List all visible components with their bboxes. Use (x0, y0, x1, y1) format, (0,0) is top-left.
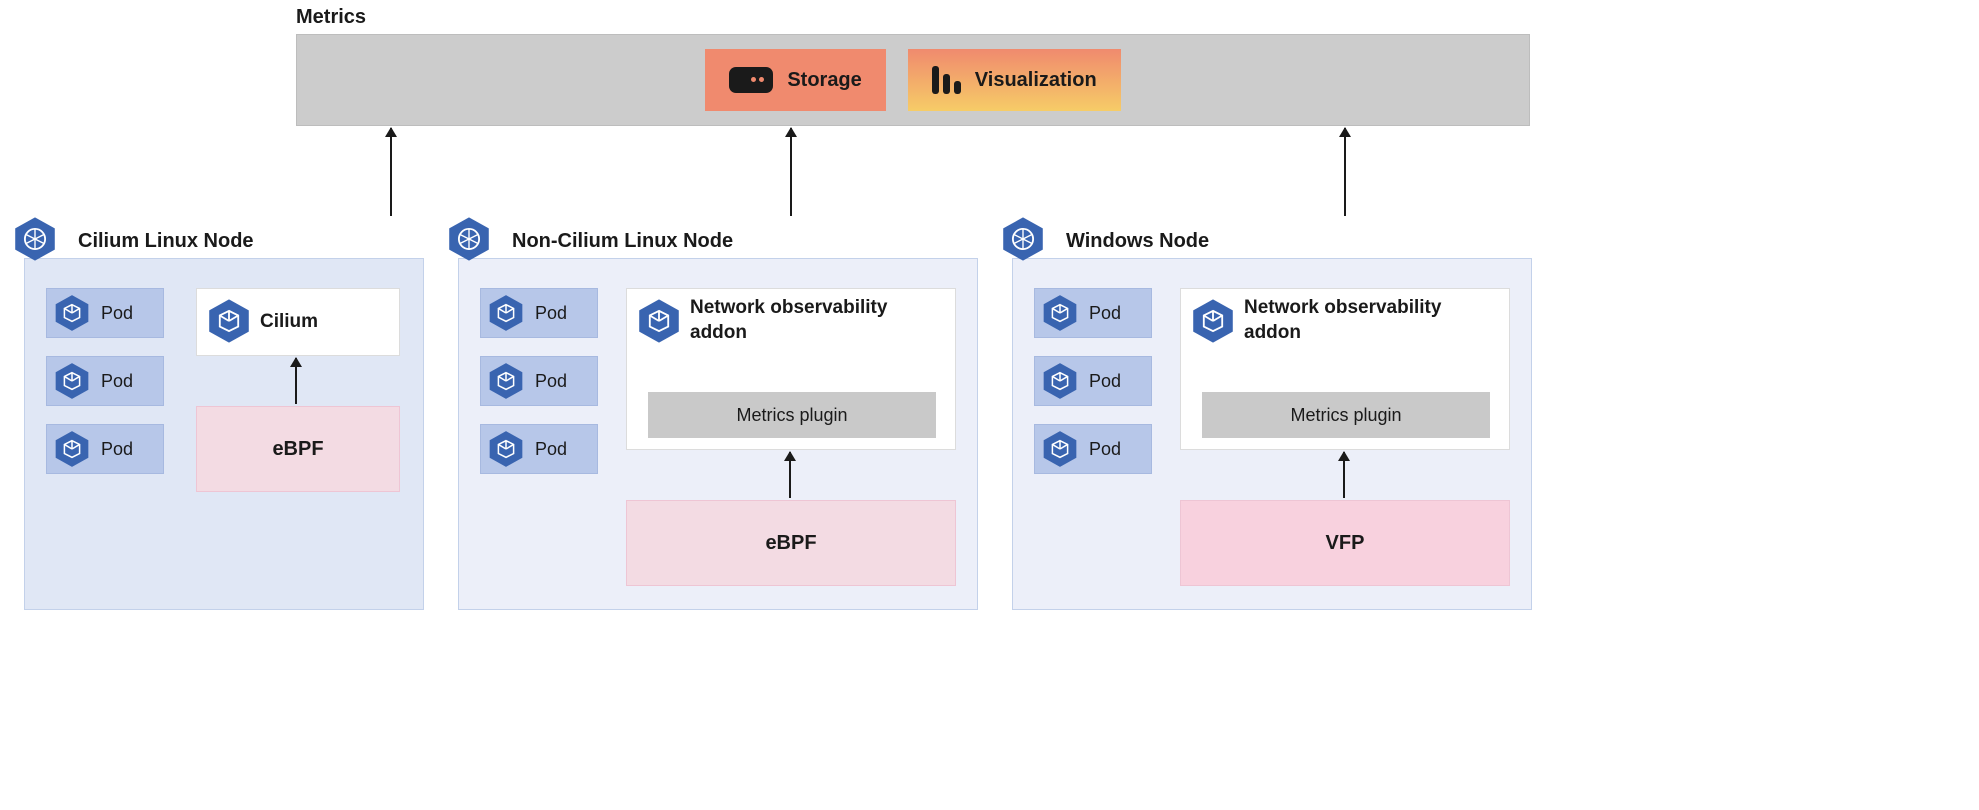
k8s-icon (446, 218, 492, 260)
arrow-up-icon (1343, 452, 1345, 498)
storage-icon (729, 67, 773, 93)
pod-label: Pod (535, 371, 567, 392)
cube-icon (53, 362, 91, 400)
pod-label: Pod (535, 439, 567, 460)
addon-label: Cilium (260, 310, 318, 335)
metrics-title: Metrics (296, 6, 366, 29)
pod-chip: Pod (46, 424, 164, 474)
datasource-box: eBPF (196, 406, 400, 492)
pod-label: Pod (101, 371, 133, 392)
arrow-up-icon (295, 358, 297, 404)
pod-label: Pod (101, 303, 133, 324)
k8s-icon (12, 218, 58, 260)
addon-label: Network observability addon (690, 296, 930, 345)
cube-icon (206, 300, 252, 342)
cube-icon (53, 430, 91, 468)
pod-label: Pod (101, 439, 133, 460)
pod-label: Pod (1089, 439, 1121, 460)
arrow-up-icon (789, 452, 791, 498)
cube-icon (1190, 300, 1236, 342)
node-title: Windows Node (1066, 230, 1209, 253)
cube-icon (1041, 430, 1079, 468)
cube-icon (487, 294, 525, 332)
pod-label: Pod (1089, 371, 1121, 392)
pod-chip: Pod (1034, 424, 1152, 474)
pod-chip: Pod (480, 288, 598, 338)
metrics-container: Storage Visualization (296, 34, 1530, 126)
visualization-label: Visualization (975, 69, 1097, 92)
pod-label: Pod (535, 303, 567, 324)
datasource-box: eBPF (626, 500, 956, 586)
cube-icon (487, 362, 525, 400)
pod-chip: Pod (46, 288, 164, 338)
arrow-up-icon (790, 128, 792, 216)
visualization-tile: Visualization (908, 49, 1121, 111)
node-title: Non-Cilium Linux Node (512, 230, 733, 253)
datasource-box: VFP (1180, 500, 1510, 586)
pod-chip: Pod (1034, 356, 1152, 406)
cube-icon (53, 294, 91, 332)
metrics-plugin: Metrics plugin (1202, 392, 1490, 438)
cube-icon (487, 430, 525, 468)
pod-chip: Pod (480, 424, 598, 474)
node-title: Cilium Linux Node (78, 230, 254, 253)
chart-icon (932, 66, 961, 94)
pod-chip: Pod (1034, 288, 1152, 338)
storage-label: Storage (787, 69, 861, 92)
k8s-icon (1000, 218, 1046, 260)
cube-icon (1041, 294, 1079, 332)
metrics-plugin: Metrics plugin (648, 392, 936, 438)
cube-icon (636, 300, 682, 342)
pod-chip: Pod (46, 356, 164, 406)
addon-label: Network observability addon (1244, 296, 1484, 345)
arrow-up-icon (1344, 128, 1346, 216)
pod-label: Pod (1089, 303, 1121, 324)
arrow-up-icon (390, 128, 392, 216)
cube-icon (1041, 362, 1079, 400)
storage-tile: Storage (705, 49, 885, 111)
pod-chip: Pod (480, 356, 598, 406)
